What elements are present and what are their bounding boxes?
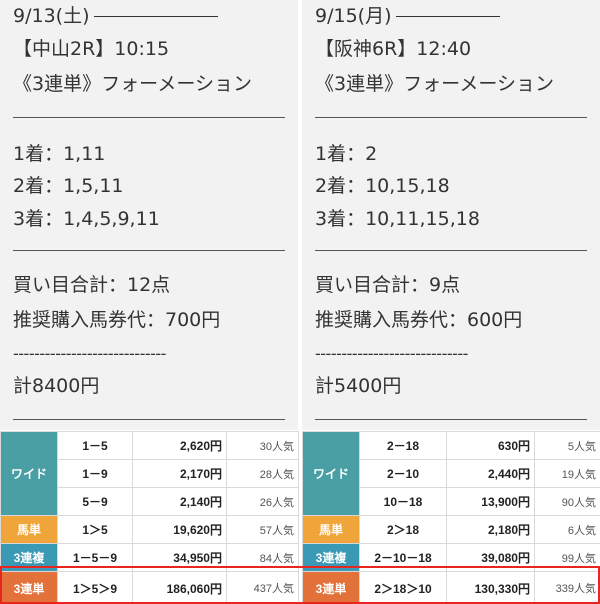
popularity: 339人気 [534,571,600,604]
combination: 5－9 [57,487,133,516]
payout: 2,170円 [132,459,227,488]
popularity: 30人気 [226,431,299,460]
table-row-hit: 3連単 1＞5＞9 186,060円 437人気 [0,571,299,604]
table-row: 3連複 1－5－9 34,950円 84人気 [0,543,299,572]
table-row: 1－9 2,170円 28人気 [1,459,299,488]
total-amount: 計8400円 [13,375,100,397]
payout: 19,620円 [132,515,227,544]
bet-type-sanrenpuku: 3連複 [302,543,360,572]
bet-type: 《3連単》フォーメーション [315,73,554,95]
race-date-line: 9/13(土) [13,4,218,28]
combination: 1＞5＞9 [57,571,133,604]
payout: 630円 [446,431,535,460]
table-row: ワイド 1－5 2,620円 30人気 [0,431,299,516]
popularity: 19人気 [534,459,600,488]
combination: 1＞5 [57,515,133,544]
combination: 10－18 [359,487,447,516]
popularity: 28人気 [226,459,299,488]
date-rule [93,15,218,17]
total-points: 買い目合計：12点 [13,274,171,296]
bet-type-umatan: 馬単 [0,515,58,544]
combination: 2＞18＞10 [359,571,447,604]
popularity: 437人気 [226,571,299,604]
payout: 186,060円 [132,571,227,604]
payout: 13,900円 [446,487,535,516]
first-place: 1着：2 [315,143,378,165]
second-place: 2着：1,5,11 [13,175,124,197]
popularity: 90人気 [534,487,600,516]
divider [13,117,285,118]
table-row-hit: 3連単 2＞18＞10 130,330円 339人気 [302,571,600,604]
table-row: 3連複 2－10－18 39,080円 99人気 [302,543,600,572]
third-place: 3着：10,11,15,18 [315,208,480,230]
combination: 2－10 [359,459,447,488]
race-date-line: 9/15(月) [315,4,500,28]
recommended-price: 推奨購入馬券代：600円 [315,309,523,331]
divider [315,250,587,251]
divider [13,419,285,420]
bet-type-sanrentan: 3連単 [0,571,58,604]
dashed-divider: ----------------------------- [315,344,468,363]
total-points: 買い目合計：9点 [315,274,461,296]
bet-type: 《3連単》フォーメーション [13,73,252,95]
recommended-price: 推奨購入馬券代：700円 [13,309,221,331]
popularity: 26人気 [226,487,299,516]
divider [315,117,587,118]
dashed-divider: ----------------------------- [13,344,166,363]
table-row: 5－9 2,140円 26人気 [1,487,299,516]
table-row: 馬単 2＞18 2,180円 6人気 [302,515,600,544]
combination: 1－9 [57,459,133,488]
popularity: 99人気 [534,543,600,572]
table-row: 10－18 13,900円 90人気 [303,487,600,516]
combination: 1－5－9 [57,543,133,572]
popularity: 5人気 [534,431,600,460]
race-date: 9/13(土) [13,5,90,27]
payout: 2,180円 [446,515,535,544]
bet-type-umatan: 馬単 [302,515,360,544]
combination: 1－5 [57,431,133,460]
combination: 2＞18 [359,515,447,544]
table-row: ワイド 2－18 630円 5人気 [302,431,600,516]
payout: 2,620円 [132,431,227,460]
popularity: 6人気 [534,515,600,544]
race-name: 【中山2R】10:15 [13,38,170,60]
divider [315,419,587,420]
bet-type-wide: ワイド [0,431,58,516]
payout-table-right: ワイド 2－18 630円 5人気 2－10 2,440円 19人気 10－18… [302,431,600,604]
popularity: 57人気 [226,515,299,544]
race-name: 【阪神6R】12:40 [315,38,472,60]
combination: 2－10－18 [359,543,447,572]
table-row: 馬単 1＞5 19,620円 57人気 [0,515,299,544]
divider [13,250,285,251]
third-place: 3着：1,4,5,9,11 [13,208,160,230]
race-card-left: 9/13(土) 【中山2R】10:15 《3連単》フォーメーション 1着：1,1… [0,0,298,430]
payout: 2,440円 [446,459,535,488]
second-place: 2着：10,15,18 [315,175,450,197]
table-row: 2－10 2,440円 19人気 [303,459,600,488]
payout: 34,950円 [132,543,227,572]
payout-table-left: ワイド 1－5 2,620円 30人気 1－9 2,170円 28人気 5－9 … [0,431,299,604]
race-card-right: 9/15(月) 【阪神6R】12:40 《3連単》フォーメーション 1着：2 2… [302,0,600,430]
date-rule [395,15,500,17]
payout: 130,330円 [446,571,535,604]
payout: 39,080円 [446,543,535,572]
payout: 2,140円 [132,487,227,516]
bet-type-sanrenpuku: 3連複 [0,543,58,572]
first-place: 1着：1,11 [13,143,106,165]
combination: 2－18 [359,431,447,460]
popularity: 84人気 [226,543,299,572]
total-amount: 計5400円 [315,375,402,397]
race-date: 9/15(月) [315,5,392,27]
bet-type-wide: ワイド [302,431,360,516]
bet-type-sanrentan: 3連単 [302,571,360,604]
